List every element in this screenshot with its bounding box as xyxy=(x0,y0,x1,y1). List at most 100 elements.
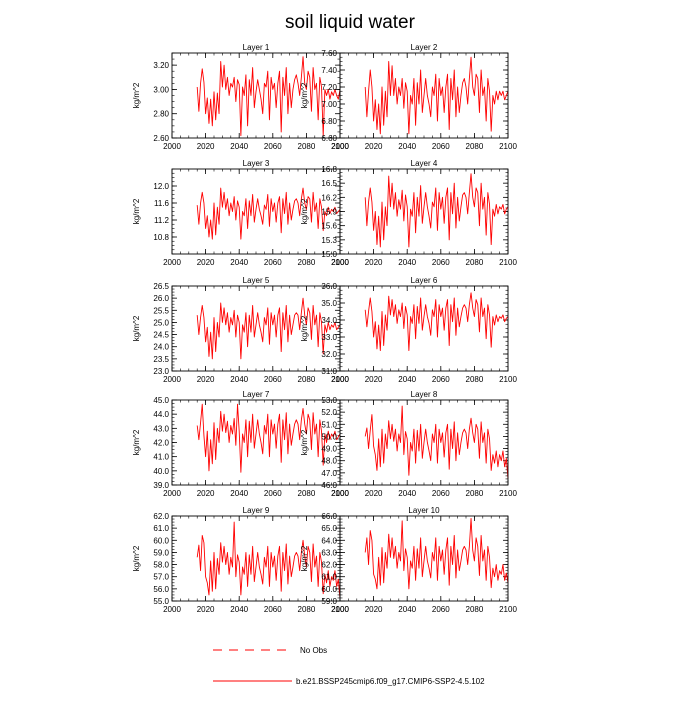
x-tick-label-5-3: 2060 xyxy=(264,375,282,384)
y-tick-label-4-6: 16.8 xyxy=(321,165,337,174)
y-tick-label-2-1: 6.80 xyxy=(321,117,337,126)
series-line-1-0 xyxy=(196,56,341,137)
series-line-10-0 xyxy=(364,517,509,590)
legend: No Obs b.e21.BSSP245cmip6.f09_g17.CMIP6-… xyxy=(213,646,485,686)
x-tick-label-2-5: 2100 xyxy=(499,142,517,151)
y-tick-label-2-0: 6.60 xyxy=(321,134,337,143)
y-tick-label-6-3: 34.0 xyxy=(321,316,337,325)
plot-frame-10 xyxy=(339,515,509,602)
x-tick-label-10-0: 2000 xyxy=(331,605,349,614)
y-tick-label-4-0: 15.0 xyxy=(321,250,337,259)
x-tick-label-6-1: 2020 xyxy=(365,375,383,384)
panel-layer-3: Layer 3 kg/m^2 2000 2020 2040 2060 2080 2100 10.… xyxy=(132,159,349,267)
y-tick-label-7-5: 44.0 xyxy=(153,410,169,419)
y-tick-label-10-4: 63.0 xyxy=(321,548,337,557)
y-tick-label-4-2: 15.6 xyxy=(321,222,337,231)
y-tick-label-1-0: 2.60 xyxy=(153,134,169,143)
y-tick-label-5-6: 26.0 xyxy=(153,294,169,303)
y-tick-label-8-0: 46.0 xyxy=(321,481,337,490)
x-tick-label-2-1: 2020 xyxy=(365,142,383,151)
minor-ticks-9 xyxy=(171,515,341,602)
x-tick-label-8-5: 2100 xyxy=(499,489,517,498)
y-tick-label-9-7: 62.0 xyxy=(153,512,169,521)
y-tick-label-5-0: 23.0 xyxy=(153,367,169,376)
x-tick-label-6-3: 2060 xyxy=(432,375,450,384)
panel-title-7: Layer 7 xyxy=(243,390,270,399)
panel-title-8: Layer 8 xyxy=(411,390,438,399)
x-tick-label-9-1: 2020 xyxy=(197,605,215,614)
plot-frame-9 xyxy=(171,515,341,602)
y-tick-label-9-1: 56.0 xyxy=(153,585,169,594)
x-tick-label-4-5: 2100 xyxy=(499,258,517,267)
y-axis-label-6: kg/m^2 xyxy=(300,315,309,341)
x-tick-label-5-0: 2000 xyxy=(163,375,181,384)
x-tick-label-5-5: 2100 xyxy=(331,375,349,384)
x-tick-label-6-5: 2100 xyxy=(499,375,517,384)
y-tick-label-9-0: 55.0 xyxy=(153,597,169,606)
y-tick-label-5-1: 23.5 xyxy=(153,355,169,364)
x-tick-label-1-1: 2020 xyxy=(197,142,215,151)
minor-ticks-5 xyxy=(171,285,341,372)
x-tick-label-6-4: 2080 xyxy=(466,375,484,384)
y-tick-label-1-1: 2.80 xyxy=(153,110,169,119)
y-tick-label-2-4: 7.40 xyxy=(321,66,337,75)
x-tick-label-6-0: 2000 xyxy=(331,375,349,384)
plot-frame-7 xyxy=(171,399,341,486)
y-axis-label-4: kg/m^2 xyxy=(300,198,309,224)
y-tick-label-3-2: 11.6 xyxy=(154,199,170,208)
plot-frame-2 xyxy=(339,52,509,139)
panel-layer-5: Layer 5 kg/m^2 2000 2020 2040 2060 2080 2100 23.… xyxy=(132,276,349,384)
panel-layer-7: Layer 7 kg/m^2 2000 2020 2040 2060 2080 2100 39.… xyxy=(132,390,349,498)
x-tick-label-3-3: 2060 xyxy=(264,258,282,267)
x-tick-label-1-2: 2040 xyxy=(230,142,248,151)
y-tick-label-8-5: 51.0 xyxy=(321,420,337,429)
y-tick-label-5-2: 24.0 xyxy=(153,343,169,352)
series-line-9-0 xyxy=(196,521,341,599)
y-tick-label-6-1: 32.0 xyxy=(321,350,337,359)
x-tick-label-7-4: 2080 xyxy=(298,489,316,498)
x-tick-label-3-4: 2080 xyxy=(298,258,316,267)
panel-title-4: Layer 4 xyxy=(411,159,438,168)
x-tick-label-9-4: 2080 xyxy=(298,605,316,614)
panel-title-2: Layer 2 xyxy=(411,43,438,52)
x-tick-label-6-2: 2040 xyxy=(398,375,416,384)
x-tick-label-4-4: 2080 xyxy=(466,258,484,267)
legend-obs-label: No Obs xyxy=(300,646,327,655)
figure-title: soil liquid water xyxy=(285,12,416,33)
y-tick-label-10-0: 59.0 xyxy=(321,597,337,606)
x-tick-label-8-1: 2020 xyxy=(365,489,383,498)
x-tick-label-1-4: 2080 xyxy=(298,142,316,151)
x-tick-label-7-3: 2060 xyxy=(264,489,282,498)
minor-ticks-7 xyxy=(171,399,341,486)
minor-ticks-6 xyxy=(339,285,509,372)
series-line-8-0 xyxy=(364,405,509,479)
series-line-2-0 xyxy=(364,56,509,135)
y-axis-label-8: kg/m^2 xyxy=(300,429,309,455)
x-tick-label-4-2: 2040 xyxy=(398,258,416,267)
x-tick-label-5-2: 2040 xyxy=(230,375,248,384)
x-tick-label-4-1: 2020 xyxy=(365,258,383,267)
plot-frame-4 xyxy=(339,168,509,255)
x-tick-label-7-2: 2040 xyxy=(230,489,248,498)
y-tick-label-1-2: 3.00 xyxy=(153,85,169,94)
y-tick-label-9-2: 57.0 xyxy=(153,573,169,582)
y-tick-label-3-1: 11.2 xyxy=(154,216,170,225)
y-tick-label-7-2: 41.0 xyxy=(153,453,169,462)
x-tick-label-10-2: 2040 xyxy=(398,605,416,614)
panel-title-1: Layer 1 xyxy=(243,43,270,52)
y-tick-label-4-3: 15.9 xyxy=(321,208,337,217)
series-line-4-0 xyxy=(364,173,509,248)
x-tick-label-1-5: 2100 xyxy=(331,142,349,151)
y-tick-label-3-0: 10.8 xyxy=(153,233,169,242)
y-tick-label-9-4: 59.0 xyxy=(153,548,169,557)
x-tick-label-10-4: 2080 xyxy=(466,605,484,614)
x-tick-label-9-3: 2060 xyxy=(264,605,282,614)
y-tick-label-8-7: 53.0 xyxy=(321,396,337,405)
x-tick-label-9-5: 2100 xyxy=(331,605,349,614)
